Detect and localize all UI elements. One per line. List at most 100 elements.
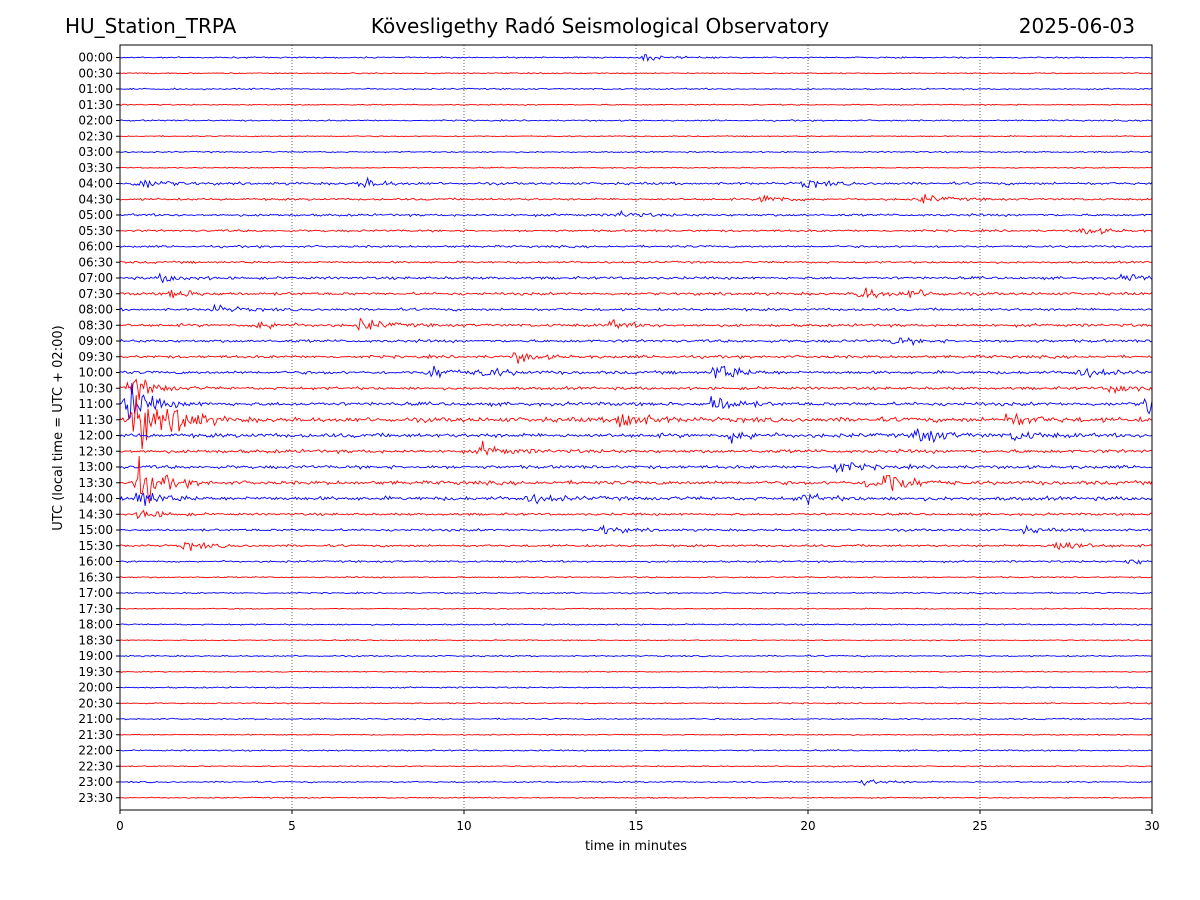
trace-1130 — [120, 395, 1152, 450]
y-tick-label: 11:00 — [78, 397, 113, 411]
y-tick-label: 19:00 — [78, 649, 113, 663]
y-tick-label: 01:30 — [78, 98, 113, 112]
x-tick-label: 15 — [628, 819, 643, 833]
y-tick-label: 20:00 — [78, 681, 113, 695]
trace-1330 — [120, 456, 1152, 504]
trace-1100 — [120, 382, 1152, 421]
trace-1900 — [120, 654, 1152, 658]
trace-1230 — [120, 440, 1152, 456]
y-tick-label: 15:00 — [78, 523, 113, 537]
y-tick-label: 20:30 — [78, 696, 113, 710]
trace-1800 — [120, 623, 1152, 626]
y-tick-label: 14:00 — [78, 492, 113, 506]
y-tick-label: 17:00 — [78, 586, 113, 600]
trace-1500 — [120, 524, 1152, 535]
y-axis-label: UTC (local time = UTC + 02:00) — [51, 325, 66, 530]
trace-0300 — [120, 150, 1152, 154]
x-tick-label: 5 — [288, 819, 296, 833]
y-tick-label: 23:30 — [78, 791, 113, 805]
x-axis-label: time in minutes — [585, 839, 687, 854]
trace-1000 — [120, 365, 1152, 379]
trace-1830 — [120, 639, 1152, 642]
record-date: 2025-06-03 — [1018, 14, 1135, 38]
y-tick-label: 17:30 — [78, 602, 113, 616]
y-tick-label: 09:00 — [78, 334, 113, 348]
y-tick-label: 03:30 — [78, 161, 113, 175]
y-tick-label: 09:30 — [78, 350, 113, 364]
y-tick-label: 08:30 — [78, 318, 113, 332]
observatory-title: Kövesligethy Radó Seismological Observat… — [370, 14, 830, 38]
trace-0600 — [120, 244, 1152, 249]
y-tick-label: 12:30 — [78, 444, 113, 458]
trace-1400 — [120, 492, 1152, 506]
x-tick-label: 0 — [116, 819, 124, 833]
y-tick-label: 16:00 — [78, 555, 113, 569]
y-tick-label: 04:30 — [78, 192, 113, 206]
trace-0030 — [120, 72, 1152, 75]
y-tick-label: 13:30 — [78, 476, 113, 490]
y-tick-label: 00:00 — [78, 51, 113, 65]
y-tick-label: 06:00 — [78, 240, 113, 254]
trace-0000 — [120, 54, 1152, 62]
trace-1930 — [120, 670, 1152, 673]
trace-0500 — [120, 209, 1152, 218]
trace-0900 — [120, 336, 1152, 347]
trace-0930 — [120, 352, 1152, 364]
y-tick-label: 22:00 — [78, 744, 113, 758]
y-tick-label: 08:00 — [78, 303, 113, 317]
x-tick-label: 20 — [800, 819, 815, 833]
trace-1730 — [120, 607, 1152, 610]
trace-0700 — [120, 272, 1152, 284]
trace-2100 — [120, 717, 1152, 721]
trace-2200 — [120, 749, 1152, 752]
y-tick-label: 13:00 — [78, 460, 113, 474]
trace-0430 — [120, 194, 1152, 204]
y-tick-label: 12:00 — [78, 429, 113, 443]
trace-0830 — [120, 317, 1152, 331]
y-tick-label: 16:30 — [78, 570, 113, 584]
trace-1530 — [120, 541, 1152, 552]
trace-0130 — [120, 103, 1152, 106]
x-tick-label: 30 — [1144, 819, 1159, 833]
trace-0630 — [120, 260, 1152, 265]
trace-0800 — [120, 303, 1152, 313]
station-name: HU_Station_TRPA — [65, 14, 237, 38]
y-tick-label: 18:00 — [78, 618, 113, 632]
y-tick-label: 15:30 — [78, 539, 113, 553]
y-tick-label: 21:30 — [78, 728, 113, 742]
trace-1200 — [120, 428, 1152, 444]
trace-2130 — [120, 733, 1152, 736]
trace-2330 — [120, 796, 1152, 800]
y-tick-label: 21:00 — [78, 712, 113, 726]
trace-0400 — [120, 176, 1152, 189]
y-tick-label: 02:30 — [78, 129, 113, 143]
y-tick-label: 05:30 — [78, 224, 113, 238]
y-tick-label: 10:30 — [78, 381, 113, 395]
x-tick-label: 10 — [456, 819, 471, 833]
y-tick-label: 18:30 — [78, 633, 113, 647]
trace-2000 — [120, 686, 1152, 690]
y-tick-label: 22:30 — [78, 759, 113, 773]
y-tick-label: 10:00 — [78, 366, 113, 380]
trace-2300 — [120, 779, 1152, 786]
y-tick-label: 04:00 — [78, 177, 113, 191]
y-tick-label: 03:00 — [78, 145, 113, 159]
y-tick-label: 00:30 — [78, 66, 113, 80]
y-tick-label: 14:30 — [78, 507, 113, 521]
y-tick-label: 11:30 — [78, 413, 113, 427]
trace-1700 — [120, 591, 1152, 595]
trace-1630 — [120, 575, 1152, 579]
trace-0230 — [120, 134, 1152, 138]
y-tick-label: 01:00 — [78, 82, 113, 96]
x-tick-label: 25 — [972, 819, 987, 833]
y-tick-label: 23:00 — [78, 775, 113, 789]
trace-1430 — [120, 509, 1152, 520]
y-tick-label: 07:00 — [78, 271, 113, 285]
y-tick-label: 19:30 — [78, 665, 113, 679]
trace-2230 — [120, 765, 1152, 768]
trace-0100 — [120, 87, 1152, 91]
trace-0200 — [120, 118, 1152, 123]
y-tick-label: 05:00 — [78, 208, 113, 222]
